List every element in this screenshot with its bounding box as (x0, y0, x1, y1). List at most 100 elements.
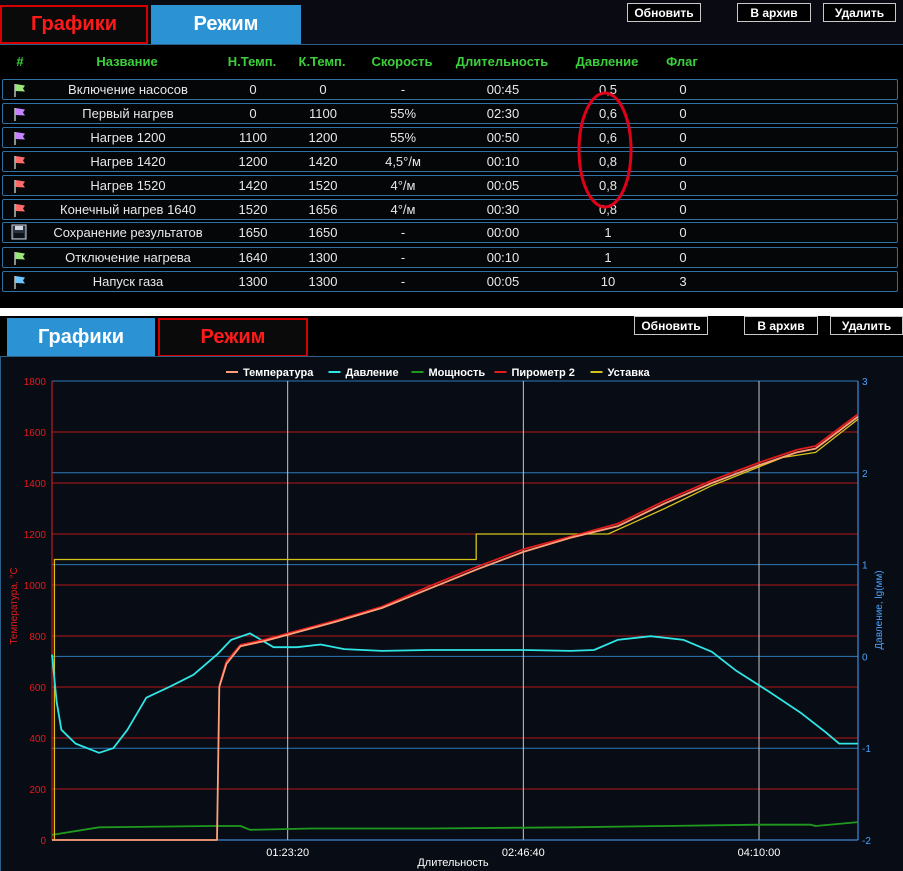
y-left-tick-label: 200 (29, 785, 46, 796)
table-row[interactable]: Отключение нагрева 1640 1300 - 00:10 1 0 (2, 247, 898, 268)
header-speed: Скорость (371, 54, 433, 69)
cell-duration: 02:30 (486, 106, 520, 121)
cell-pressure: 10 (600, 274, 616, 289)
cell-speed: 4,5°/м (385, 154, 421, 169)
cell-name: Конечный нагрев 1640 (60, 202, 196, 217)
y-right-tick-label: 2 (862, 469, 868, 480)
header-start-temp: Н.Темп. (227, 54, 277, 69)
cell-duration: 00:10 (486, 154, 520, 169)
table-header: # Название Н.Темп. К.Темп. Скорость Длит… (0, 50, 903, 74)
cell-name: Первый нагрев (82, 106, 174, 121)
cell-duration: 00:05 (486, 274, 520, 289)
cell-flag: 0 (679, 178, 687, 193)
red-flag-icon (11, 178, 27, 193)
y-right-tick-label: 1 (862, 561, 868, 572)
cell-duration: 00:10 (486, 250, 520, 265)
y-left-tick-label: 800 (29, 632, 46, 643)
cell-start-temp: 1100 (239, 130, 267, 145)
cell-name: Включение насосов (68, 82, 188, 97)
cell-duration: 00:05 (486, 178, 520, 193)
legend-entry[interactable]: Пирометр 2 (512, 367, 575, 379)
cell-end-temp: 0 (319, 82, 327, 97)
cell-flag: 0 (679, 130, 687, 145)
cell-duration: 00:45 (486, 82, 520, 97)
series-line-3 (51, 821, 859, 836)
legend-entry[interactable]: Мощность (429, 367, 486, 379)
x-axis-label: Длительность (417, 857, 489, 869)
cell-flag: 0 (679, 202, 687, 217)
cell-speed: - (400, 82, 406, 97)
cell-flag: 0 (679, 154, 687, 169)
refresh-button[interactable]: Обновить (627, 3, 701, 22)
tab-graphs[interactable]: Графики (0, 5, 148, 44)
cell-name: Отключение нагрева (65, 250, 191, 265)
y-left-tick-label: 1800 (24, 377, 47, 388)
green-flag-icon (11, 82, 27, 97)
table-row[interactable]: Первый нагрев 0 1100 55% 02:30 0,6 0 (2, 103, 898, 124)
cell-name: Нагрев 1420 (90, 154, 166, 169)
cell-start-temp: 1420 (238, 178, 268, 193)
cell-name: Сохранение результатов (53, 225, 203, 240)
delete-button[interactable]: Удалить (823, 3, 896, 22)
header-pressure: Давление (575, 54, 639, 69)
delete-button[interactable]: Удалить (830, 316, 903, 335)
cell-end-temp: 1100 (309, 106, 337, 121)
legend-entry[interactable]: Температура (243, 367, 314, 379)
mode-screen: Графики Режим Обновить В архив Удалить #… (0, 0, 903, 309)
chart-series (51, 413, 859, 841)
y-left-tick-label: 1400 (24, 479, 47, 490)
cell-duration: 00:00 (486, 225, 520, 240)
tab-mode[interactable]: Режим (158, 318, 308, 357)
purple-flag-icon (11, 106, 27, 121)
cell-end-temp: 1300 (308, 274, 338, 289)
cell-start-temp: 1200 (238, 154, 268, 169)
red-flag-icon (11, 202, 27, 217)
cell-name: Нагрев 1520 (90, 178, 166, 193)
cell-flag: 0 (679, 250, 687, 265)
cell-name: Напуск газа (92, 274, 164, 289)
blue-flag-icon (11, 274, 27, 289)
cell-pressure: 0,6 (598, 130, 618, 145)
table-row[interactable]: Сохранение результатов 1650 1650 - 00:00 1 0 (2, 222, 898, 243)
x-tick-label: 02:46:40 (502, 847, 545, 859)
x-tick-label: 01:23:20 (266, 847, 309, 859)
cell-speed: 55% (389, 130, 417, 145)
refresh-button[interactable]: Обновить (634, 316, 708, 335)
archive-button[interactable]: В архив (737, 3, 811, 22)
cell-start-temp: 1640 (238, 250, 268, 265)
table-row[interactable]: Конечный нагрев 1640 1520 1656 4°/м 00:30 0,8… (2, 199, 898, 220)
cell-speed: 55% (389, 106, 417, 121)
y-right-tick-label: -1 (862, 744, 871, 755)
cell-speed: - (400, 274, 406, 289)
cell-end-temp: 1520 (308, 178, 338, 193)
table-row[interactable]: Нагрев 1520 1420 1520 4°/м 00:05 0,8 0 (2, 175, 898, 196)
cell-start-temp: 0 (249, 106, 257, 121)
y-axis-left-label: Температура, °C (9, 567, 20, 644)
header-end-temp: К.Темп. (298, 54, 346, 69)
cell-pressure: 0,5 (598, 82, 618, 97)
cell-flag: 0 (679, 82, 687, 97)
cell-pressure: 1 (604, 250, 612, 265)
cell-flag: 3 (679, 274, 687, 289)
table-row[interactable]: Нагрев 1420 1200 1420 4,5°/м 00:10 0,8 0 (2, 151, 898, 172)
archive-button[interactable]: В архив (744, 316, 818, 335)
cell-name: Нагрев 1200 (90, 130, 166, 145)
tab-graphs[interactable]: Графики (7, 318, 155, 357)
legend-entry[interactable]: Уставка (608, 367, 651, 379)
cell-start-temp: 1520 (238, 202, 268, 217)
table-row[interactable]: Включение насосов 0 0 - 00:45 0,5 0 (2, 79, 898, 100)
cell-pressure: 0,6 (598, 106, 618, 121)
cell-end-temp: 1420 (308, 154, 338, 169)
cell-pressure: 1 (604, 225, 612, 240)
table-row[interactable]: Напуск газа 1300 1300 - 00:05 10 3 (2, 271, 898, 292)
red-flag-icon (11, 154, 27, 169)
y-left-tick-label: 400 (29, 734, 46, 745)
cell-duration: 00:30 (486, 202, 520, 217)
legend-entry[interactable]: Давление (346, 367, 399, 379)
cell-end-temp: 1656 (308, 202, 338, 217)
y-left-tick-label: 600 (29, 683, 46, 694)
cell-flag: 0 (679, 225, 687, 240)
chart-grid (52, 380, 858, 841)
table-row[interactable]: Нагрев 1200 1100 1200 55% 00:50 0,6 0 (2, 127, 898, 148)
tab-mode[interactable]: Режим (151, 5, 301, 44)
